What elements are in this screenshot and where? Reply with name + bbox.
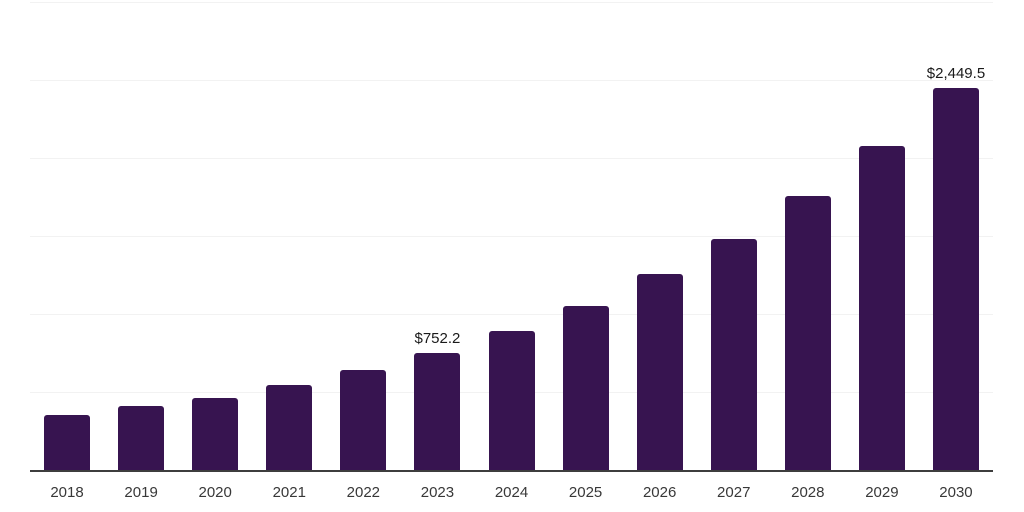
- bar-slot-2019: [104, 2, 178, 470]
- x-tick-2024: 2024: [494, 484, 529, 501]
- x-tick-2027: 2027: [717, 484, 751, 501]
- gridline-2000: [30, 158, 993, 159]
- bar-slot-2027: [697, 2, 771, 470]
- bar-2026: [636, 274, 683, 470]
- bar-slot-2028: [771, 2, 845, 470]
- bar-2018: [44, 415, 91, 470]
- bar-2023: [414, 352, 461, 470]
- bar-2022: [340, 370, 387, 470]
- bar-slot-2030: $2,449.5: [919, 2, 993, 470]
- gridline-1500: [30, 236, 993, 237]
- x-tick-2023: 2023: [420, 484, 455, 501]
- x-tick-2018: 2018: [50, 484, 84, 501]
- x-tick-2022: 2022: [346, 484, 381, 501]
- bar-slot-2021: [252, 2, 326, 470]
- x-tick-2021: 2021: [272, 484, 306, 501]
- bar-slot-2018: [30, 2, 104, 470]
- bar-slot-2029: [845, 2, 919, 470]
- x-tick-2020: 2020: [198, 484, 232, 501]
- x-axis-tick-labels: 2018 2019 2020 2021 2022 2023 2024 2025 2026 2027…: [30, 483, 993, 503]
- bar-2027: [710, 239, 757, 470]
- x-tick-2028: 2028: [791, 484, 825, 501]
- bar-2025: [562, 305, 609, 470]
- bar-slot-2022: [326, 2, 400, 470]
- x-tick-2029: 2029: [865, 484, 899, 501]
- bar-2030: [932, 87, 979, 470]
- bar-2019: [118, 406, 165, 470]
- gridline-3000: [30, 2, 993, 3]
- bar-value-label-2030: $2,449.5: [926, 64, 986, 82]
- x-tick-2019: 2019: [124, 484, 158, 501]
- bar-slot-2020: [178, 2, 252, 470]
- bar-2024: [488, 331, 535, 470]
- bar-slot-2024: [474, 2, 548, 470]
- bar-series: $752.2 $2,449.5: [30, 2, 993, 470]
- bar-slot-2023: $752.2: [400, 2, 474, 470]
- bar-2029: [858, 145, 905, 470]
- x-tick-2025: 2025: [568, 484, 603, 501]
- gridline-1000: [30, 314, 993, 315]
- bar-2028: [784, 196, 831, 470]
- bar-slot-2026: [623, 2, 697, 470]
- bar-slot-2025: [549, 2, 623, 470]
- x-tick-2026: 2026: [642, 484, 677, 501]
- bar-2021: [266, 384, 313, 470]
- x-tick-2030: 2030: [939, 484, 973, 501]
- x-axis-line: [30, 470, 993, 472]
- bar-value-label-2023: $752.2: [414, 329, 461, 347]
- gridline-2500: [30, 80, 993, 81]
- bar-2020: [192, 398, 239, 470]
- plot-area: $752.2 $2,449.5: [30, 2, 993, 472]
